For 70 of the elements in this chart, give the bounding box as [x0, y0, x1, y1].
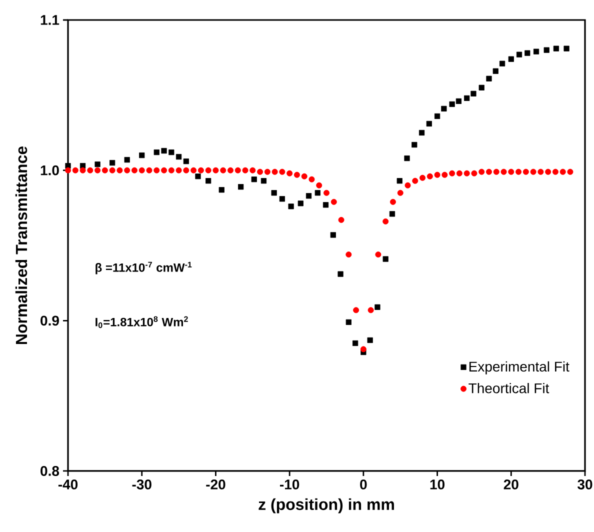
point [374, 304, 380, 310]
point [306, 193, 312, 199]
point [260, 178, 267, 184]
point [470, 90, 476, 96]
point [396, 178, 402, 184]
point [418, 130, 425, 136]
y-tick-label: 1.0 [40, 165, 59, 176]
point [314, 190, 320, 196]
annotation: β =11x10$^{-7}$ cmW$^{-1}$ [96, 262, 192, 274]
point [426, 120, 432, 127]
point [288, 204, 294, 210]
point [161, 148, 167, 154]
point [524, 50, 530, 56]
y-axis-title: Normalized Transmittance [15, 146, 28, 344]
point [449, 101, 455, 107]
y-tick-label: 0.9 [40, 316, 59, 326]
annotation: I$_{0}$=1.81x10$^{8}$ Wm$^{2}$ [96, 316, 188, 328]
point [508, 56, 514, 62]
point [298, 200, 304, 206]
point [183, 158, 189, 164]
x-tick-label: -30 [132, 480, 152, 490]
point [516, 52, 522, 58]
point [412, 142, 418, 148]
point [279, 196, 285, 202]
point [338, 271, 344, 277]
point [564, 46, 570, 52]
x-axis-title: z (position) in mm [258, 498, 394, 514]
point [176, 154, 182, 160]
x-tick-label: 30 [578, 480, 592, 490]
point [382, 256, 388, 262]
point [492, 68, 498, 74]
point [486, 76, 492, 82]
point [94, 162, 100, 168]
point [251, 176, 257, 182]
point [110, 160, 116, 166]
legend-label: Experimental Fit [469, 361, 570, 374]
point [367, 337, 373, 343]
point [346, 319, 352, 325]
point [322, 202, 329, 208]
point [238, 184, 244, 190]
x-tick-label: -40 [58, 480, 78, 490]
point [389, 211, 396, 217]
x-tick-label: 10 [430, 480, 444, 490]
point [271, 190, 277, 196]
point [499, 60, 506, 66]
point [154, 149, 160, 156]
point [139, 152, 145, 158]
point [352, 340, 358, 346]
x-tick-label: -10 [280, 480, 300, 490]
point [168, 149, 174, 156]
point [195, 174, 201, 180]
point [478, 84, 484, 90]
point [404, 156, 410, 162]
point [124, 157, 130, 163]
point [206, 178, 212, 184]
point [434, 113, 440, 120]
x-tick-label: 20 [504, 480, 518, 490]
y-tick-label: 0.8 [40, 466, 60, 476]
point [544, 47, 550, 53]
x-tick-label: -20 [206, 480, 226, 490]
point [441, 106, 447, 112]
y-tick-label: 1.1 [40, 15, 60, 25]
point [464, 95, 470, 101]
point [553, 46, 559, 52]
point [533, 48, 540, 54]
point [218, 187, 224, 193]
legend-label: Theortical Fit [468, 382, 550, 394]
x-tick-label: 0 [360, 480, 367, 490]
point [330, 232, 336, 238]
point [456, 98, 462, 104]
